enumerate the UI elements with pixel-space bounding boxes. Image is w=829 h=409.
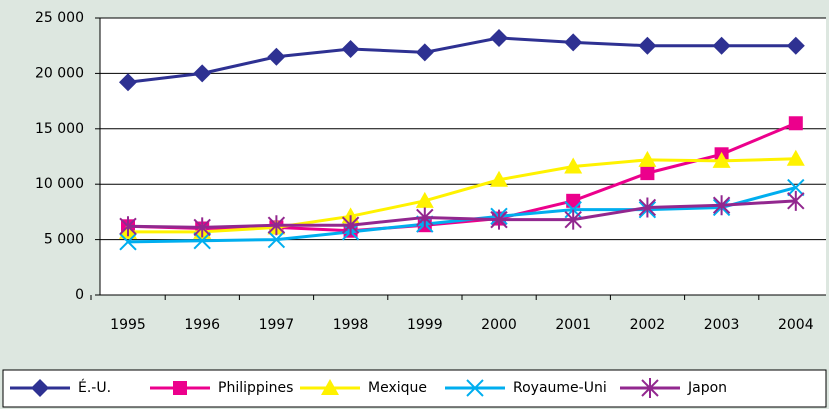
- data-point: [638, 150, 657, 167]
- legend-label: Royaume-Uni: [513, 380, 607, 396]
- data-point: [490, 170, 508, 187]
- data-point: [119, 216, 137, 237]
- data-point: [638, 197, 657, 218]
- data-point: [490, 209, 508, 230]
- y-tick-label: 20 000: [35, 65, 84, 81]
- data-point: [193, 232, 211, 250]
- data-point: [193, 217, 211, 238]
- legend-box: [2, 369, 827, 408]
- data-point: [564, 209, 582, 230]
- data-point: [564, 33, 583, 52]
- data-point: [415, 43, 434, 62]
- plot-area: [100, 18, 826, 295]
- legend-label: Philippines: [218, 380, 293, 396]
- y-tick-label: 0: [75, 287, 84, 303]
- data-point: [712, 36, 731, 55]
- x-tick-label: 1999: [407, 317, 443, 333]
- series-line: [128, 157, 796, 234]
- data-point: [341, 215, 360, 236]
- x-tick-label: 2001: [555, 317, 591, 333]
- legend-label: Mexique: [368, 380, 427, 396]
- data-point: [267, 215, 286, 236]
- data-point: [119, 73, 137, 92]
- data-point: [416, 207, 434, 228]
- data-point: [712, 195, 731, 216]
- data-point: [267, 230, 286, 249]
- y-tick-label: 25 000: [35, 10, 84, 26]
- series-line: [127, 186, 797, 244]
- data-point: [490, 28, 508, 47]
- data-point: [267, 47, 286, 66]
- data-point: [564, 157, 583, 174]
- y-tick-label: 15 000: [35, 121, 84, 137]
- data-point: [712, 151, 731, 168]
- y-tick-label: 5 000: [44, 232, 84, 248]
- y-tick-label: 10 000: [35, 176, 84, 192]
- legend-marker: [641, 378, 659, 398]
- x-tick-label: 1995: [110, 317, 146, 333]
- x-tick-label: 1997: [259, 317, 295, 333]
- data-point: [193, 64, 212, 83]
- data-point: [786, 149, 805, 166]
- data-point: [640, 166, 655, 181]
- x-tick-label: 2002: [630, 317, 666, 333]
- legend-label: Japon: [687, 380, 727, 396]
- data-point: [119, 233, 137, 251]
- series-line: [127, 199, 796, 229]
- data-point: [788, 116, 803, 131]
- data-point: [566, 193, 581, 208]
- legend-marker: [173, 381, 187, 395]
- data-point: [787, 178, 805, 197]
- series-line: [127, 36, 796, 84]
- data-point: [786, 36, 805, 55]
- data-point: [787, 190, 805, 211]
- x-tick-label: 2004: [778, 317, 814, 333]
- legend-marker: [466, 379, 484, 397]
- x-tick-label: 1996: [184, 317, 220, 333]
- legend-label: É.-U.: [78, 379, 111, 396]
- data-point: [341, 40, 360, 59]
- series-line: [127, 121, 797, 233]
- x-tick-label: 1998: [333, 317, 369, 333]
- legend-marker: [31, 379, 49, 397]
- data-point: [415, 191, 434, 208]
- x-tick-label: 2003: [704, 317, 740, 333]
- legend-marker: [321, 379, 339, 395]
- x-tick-label: 2000: [481, 317, 517, 333]
- data-point: [638, 36, 657, 55]
